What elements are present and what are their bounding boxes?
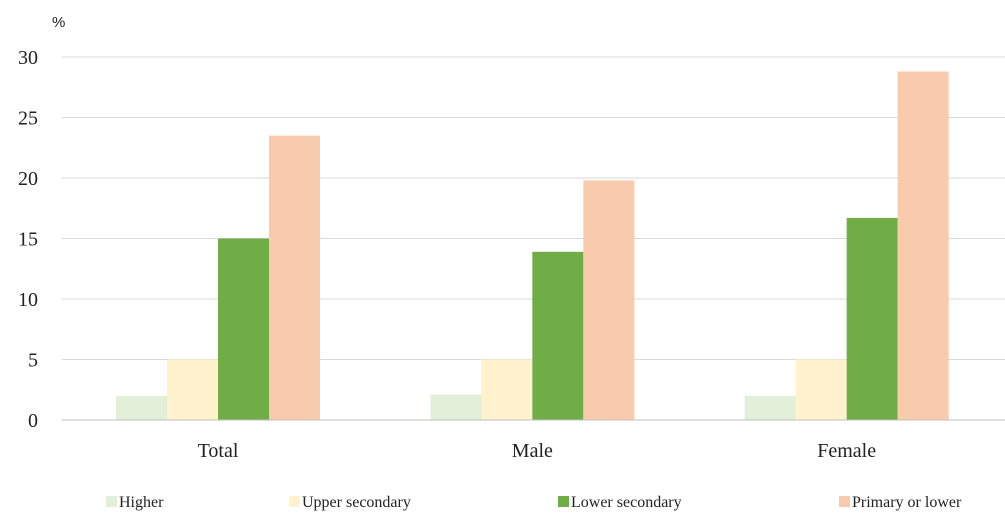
y-tick-label: 10 xyxy=(18,289,38,311)
legend-swatch xyxy=(558,496,569,507)
y-tick-label: 30 xyxy=(18,47,38,69)
legend-label: Higher xyxy=(119,494,164,511)
legend-swatch xyxy=(106,496,117,507)
x-category-label: Male xyxy=(512,440,553,462)
bar-male-lower-secondary xyxy=(532,251,584,420)
y-tick-label: 20 xyxy=(18,168,38,190)
x-category-label: Total xyxy=(198,440,239,462)
bar-female-higher xyxy=(744,395,796,420)
bar-total-lower-secondary xyxy=(218,238,269,420)
bars xyxy=(116,71,949,421)
legend: Higher Upper secondary Lower secondary Prim… xyxy=(106,494,962,511)
legend-label: Primary or lower xyxy=(852,494,962,511)
legend-swatch xyxy=(289,496,300,507)
bar-total-primary-or-lower xyxy=(269,135,320,420)
y-tick-label: 5 xyxy=(28,350,38,372)
bar-male-higher xyxy=(430,394,482,420)
bar-female-lower-secondary xyxy=(846,217,898,420)
x-axis: Total Male Female xyxy=(62,419,1005,462)
y-tick-label: 25 xyxy=(18,108,38,130)
bar-total-higher xyxy=(116,395,167,420)
y-axis-ticks: 0 5 10 15 20 25 30 xyxy=(18,47,38,432)
y-unit-label: % xyxy=(52,14,65,31)
bar-female-primary-or-lower xyxy=(897,71,949,421)
legend-label: Lower secondary xyxy=(571,494,682,511)
y-tick-label: 0 xyxy=(28,410,38,432)
legend-label: Upper secondary xyxy=(302,494,411,511)
legend-swatch xyxy=(839,496,850,507)
bar-female-upper-secondary xyxy=(795,359,847,420)
bar-total-upper-secondary xyxy=(167,359,218,420)
y-tick-label: 15 xyxy=(18,229,38,251)
bar-male-upper-secondary xyxy=(481,359,533,420)
x-category-label: Female xyxy=(817,440,876,462)
bar-male-primary-or-lower xyxy=(583,180,635,420)
